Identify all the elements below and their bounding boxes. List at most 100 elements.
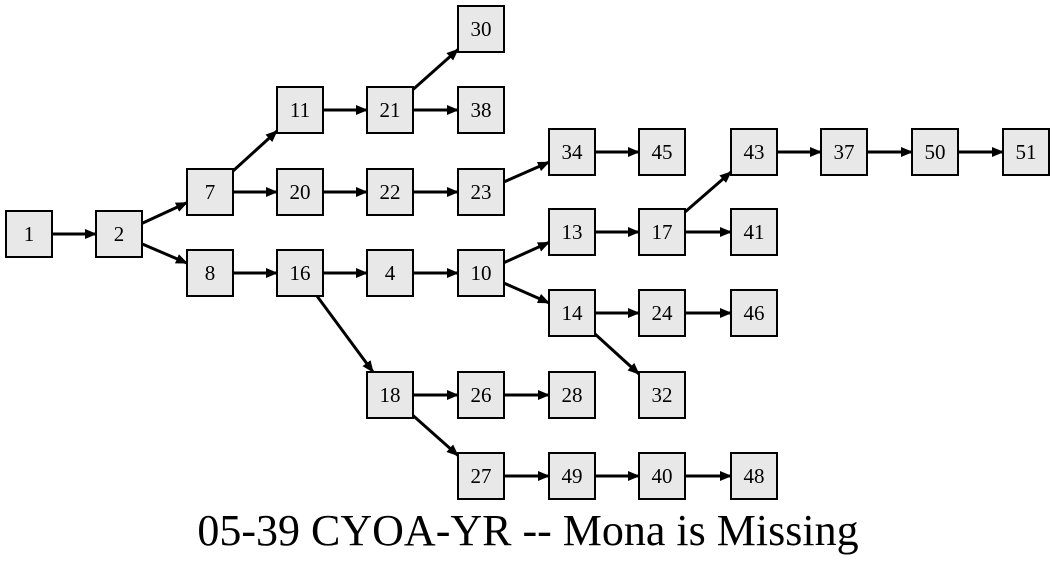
node-label: 27 [471, 464, 492, 488]
edge-14-to-32 [593, 332, 641, 376]
node-box [186, 168, 234, 216]
node-50: 50 [911, 128, 959, 176]
diagram-title: 05-39 CYOA-YR -- Mona is Missing [197, 506, 858, 555]
node-24: 24 [638, 289, 686, 337]
node-box [276, 249, 324, 297]
node-label: 13 [562, 220, 583, 244]
node-16: 16 [276, 249, 324, 297]
node-22: 22 [366, 168, 414, 216]
nodes-layer: 1 278112016212241830382310262734131428494… [5, 5, 1050, 500]
node-label: 49 [562, 464, 583, 488]
node-7: 7 [186, 168, 234, 216]
node-label: 2 [114, 222, 125, 246]
node-label: 23 [471, 180, 492, 204]
node-18: 18 [366, 371, 414, 419]
node-label: 28 [562, 383, 583, 407]
node-label: 30 [471, 17, 492, 41]
edges-layer [52, 48, 1004, 481]
node-label: 4 [385, 261, 396, 285]
node-label: 7 [205, 180, 216, 204]
node-23: 23 [457, 168, 505, 216]
node-11: 11 [276, 86, 324, 134]
edge-2-to-8 [141, 242, 188, 265]
node-box [548, 128, 596, 176]
node-box [366, 371, 414, 419]
node-32: 32 [638, 371, 686, 419]
node-label: 40 [652, 464, 673, 488]
node-box [638, 452, 686, 500]
node-box [457, 86, 505, 134]
node-label: 32 [652, 383, 673, 407]
node-48: 48 [730, 452, 778, 500]
node-label: 16 [290, 261, 311, 285]
node-label: 34 [562, 140, 584, 164]
node-box [820, 128, 868, 176]
node-box [730, 128, 778, 176]
node-2: 2 [95, 210, 143, 258]
edge-7-to-11 [231, 129, 279, 173]
node-51: 51 [1002, 128, 1050, 176]
node-label: 48 [744, 464, 765, 488]
node-28: 28 [548, 371, 596, 419]
node-box [366, 249, 414, 297]
node-label: 24 [652, 301, 674, 325]
node-label: 38 [471, 98, 492, 122]
node-box [548, 289, 596, 337]
edge-2-to-7 [141, 201, 188, 225]
node-label: 26 [471, 383, 492, 407]
node-label: 22 [380, 180, 401, 204]
node-label: 45 [652, 140, 673, 164]
node-box [638, 208, 686, 256]
node-box [911, 128, 959, 176]
node-box [457, 371, 505, 419]
node-label: 20 [290, 180, 311, 204]
node-26: 26 [457, 371, 505, 419]
node-label: 43 [744, 140, 765, 164]
node-46: 46 [730, 289, 778, 337]
node-14: 14 [548, 289, 596, 337]
node-box [366, 168, 414, 216]
node-box [730, 208, 778, 256]
node-box [95, 210, 143, 258]
edge-10-to-14 [503, 281, 550, 305]
node-box [638, 289, 686, 337]
node-box [730, 289, 778, 337]
node-box [186, 249, 234, 297]
node-label: 46 [744, 301, 765, 325]
edge-21-to-30 [412, 48, 459, 91]
node-label: 18 [380, 383, 401, 407]
node-40: 40 [638, 452, 686, 500]
node-20: 20 [276, 168, 324, 216]
node-8: 8 [186, 249, 234, 297]
node-box [5, 210, 53, 258]
edge-16-to-18 [315, 295, 375, 373]
node-45: 45 [638, 128, 686, 176]
node-4: 4 [366, 249, 414, 297]
node-label: 1 [24, 222, 35, 246]
node-box [1002, 128, 1050, 176]
node-37: 37 [820, 128, 868, 176]
node-box [548, 208, 596, 256]
node-label: 8 [205, 261, 216, 285]
node-box [457, 452, 505, 500]
node-box [638, 371, 686, 419]
node-box [366, 86, 414, 134]
node-box [730, 452, 778, 500]
node-27: 27 [457, 452, 505, 500]
node-label: 51 [1016, 140, 1037, 164]
node-10: 10 [457, 249, 505, 297]
node-box [548, 371, 596, 419]
node-label: 14 [562, 301, 584, 325]
edge-17-to-43 [684, 170, 732, 214]
node-21: 21 [366, 86, 414, 134]
node-30: 30 [457, 5, 505, 53]
node-label: 41 [744, 220, 765, 244]
node-label: 21 [380, 98, 401, 122]
node-box [457, 249, 505, 297]
node-49: 49 [548, 452, 596, 500]
node-17: 17 [638, 208, 686, 256]
node-38: 38 [457, 86, 505, 134]
node-box [276, 168, 324, 216]
node-43: 43 [730, 128, 778, 176]
node-box [638, 128, 686, 176]
